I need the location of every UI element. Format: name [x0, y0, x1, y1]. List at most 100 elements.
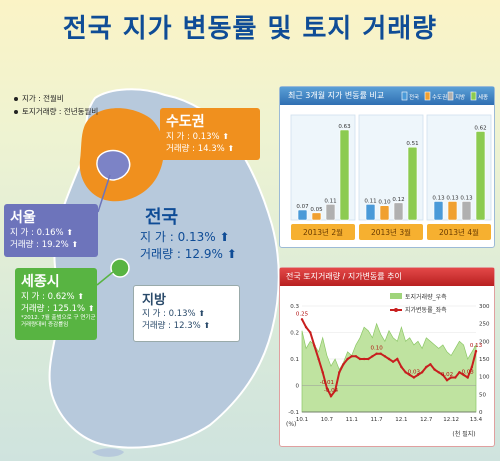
land-price-point [412, 376, 416, 379]
bar-전국-2 [433, 201, 444, 221]
bar-지방-1 [393, 202, 404, 221]
land-price-point [441, 373, 445, 377]
legend-swatch-3 [470, 91, 477, 101]
national-trade: 거래량 : 12.9% [140, 247, 223, 261]
sejong-land-price: 지 가 : 0.62% [21, 292, 75, 302]
land-price-point [362, 357, 366, 361]
bar-value-label: 0.13 [446, 195, 459, 201]
y-right-tick: 150 [479, 357, 490, 363]
x-tick: 12.7 [420, 417, 433, 423]
sejong-note-1: *2012. 7월 출범으로 구 연기군 [21, 315, 96, 321]
category-tab-bg [427, 224, 491, 240]
up-arrow-icon: ⬆ [198, 309, 206, 318]
bar-value-label: 0.12 [392, 197, 404, 203]
bar-value-label: 0.11 [364, 198, 376, 204]
capital-trade: 거래량 : 14.3% [166, 144, 225, 154]
line-chart: 토지거래량_우측지가변동률_좌측0.30.20.10-0.13002502001… [286, 293, 490, 438]
x-axis-unit: (천 필지) [452, 430, 475, 438]
category-label: 2013년 3월 [371, 227, 411, 237]
line-chart-header: 전국 토지거래량 / 지가변동률 추이 [280, 268, 494, 286]
legend-swatch-2 [447, 91, 454, 101]
land-price-point [470, 365, 474, 369]
up-arrow-icon: ⬆ [227, 144, 235, 153]
land-price-point [309, 331, 312, 334]
up-arrow-icon: ⬆ [66, 228, 74, 237]
land-price-point [474, 349, 478, 353]
seoul-box: 서울 지 가 : 0.16% ⬆ 거래량 : 19.2% ⬆ [4, 204, 98, 257]
bar-value-label: 0.13 [460, 195, 473, 201]
x-tick: 13.4 [470, 417, 483, 423]
land-price-point [387, 357, 391, 361]
y-left-tick: 0.2 [290, 331, 299, 337]
land-price-point [338, 371, 341, 374]
bar-세종-0 [339, 129, 350, 221]
up-arrow-icon: ⬆ [222, 132, 230, 141]
bar-chart-header: 최근 3개월 지가 변동률 비교 [280, 87, 494, 105]
bar-value-label: 0.62 [474, 125, 486, 131]
bar-value-label: 0.10 [378, 200, 391, 206]
land-price-point [333, 389, 337, 392]
seoul-name: 서울 [10, 210, 36, 226]
sejong-pointer [96, 271, 114, 286]
land-price-value-label: 0.10 [370, 346, 383, 352]
legend-swatch-0 [401, 91, 408, 101]
land-price-point [313, 344, 316, 347]
legend-line-label: 지가변동률_좌측 [405, 306, 447, 314]
seoul-trade: 거래량 : 19.2% [10, 240, 69, 250]
land-price-point [304, 326, 308, 329]
seoul-area [96, 149, 131, 181]
land-price-point [466, 376, 469, 379]
sejong-name: 세종시 [21, 274, 60, 290]
category-tab-bg [359, 224, 423, 240]
capital-region-name: 수도권 [166, 114, 205, 130]
bar-chart-title: 최근 3개월 지가 변동률 비교 [288, 91, 385, 100]
page-title: 전국 지가 변동률 및 토지 거래량 [62, 14, 438, 44]
sejong-trade: 거래량 : 125.1% [21, 304, 86, 314]
land-price-point [408, 373, 411, 377]
land-price-point [300, 318, 304, 321]
land-price-point [329, 394, 333, 398]
land-price-point [379, 352, 382, 355]
land-price-point [383, 355, 387, 358]
land-price-point [462, 373, 465, 377]
seoul-pointer [97, 174, 111, 213]
bar-value-label: 0.07 [296, 204, 309, 210]
national-summary: 전국 지 가 : 0.13% ⬆ 거래량 : 12.9% ⬆ [140, 203, 237, 263]
seoul-land-price: 지 가 : 0.16% [10, 228, 64, 238]
land-price-point [454, 376, 457, 379]
x-tick: 10.7 [321, 417, 334, 423]
y-left-unit: (%) [286, 421, 296, 428]
land-price-point [375, 352, 378, 355]
bar-value-label: 0.63 [338, 124, 351, 130]
land-price-point [371, 355, 374, 358]
legend-notes: 지가 : 전월비 토지거래량 : 전년동월비 [14, 92, 98, 118]
land-price-point [445, 379, 449, 382]
trade-volume-area [301, 322, 477, 413]
bar-value-label: 0.11 [324, 198, 336, 204]
up-arrow-icon: ⬆ [226, 247, 237, 261]
land-price-point [449, 376, 453, 379]
y-right-tick: 200 [479, 339, 490, 345]
category-label: 2013년 2월 [303, 227, 343, 237]
up-arrow-icon: ⬆ [77, 292, 85, 301]
up-arrow-icon: ⬆ [87, 304, 95, 313]
land-price-value-label: 0.03 [462, 370, 475, 376]
land-price-point [350, 355, 353, 358]
land-price-point [358, 357, 362, 361]
land-price-point [396, 357, 399, 361]
land-price-point [400, 365, 403, 369]
legend-label-1: 수도권 [432, 93, 447, 101]
land-price-point [346, 357, 349, 361]
bar-지방-0 [325, 203, 336, 221]
land-price-point [437, 371, 440, 374]
bar-value-label: 0.13 [432, 195, 445, 201]
y-right-tick: 100 [479, 375, 490, 381]
national-name: 전국 [145, 207, 179, 228]
y-left-tick: 0 [296, 384, 300, 390]
y-right-tick: 0 [479, 410, 483, 416]
local-name: 지방 [142, 293, 166, 308]
capital-land-price: 지 가 : 0.13% [166, 132, 220, 142]
land-price-point [433, 368, 436, 371]
